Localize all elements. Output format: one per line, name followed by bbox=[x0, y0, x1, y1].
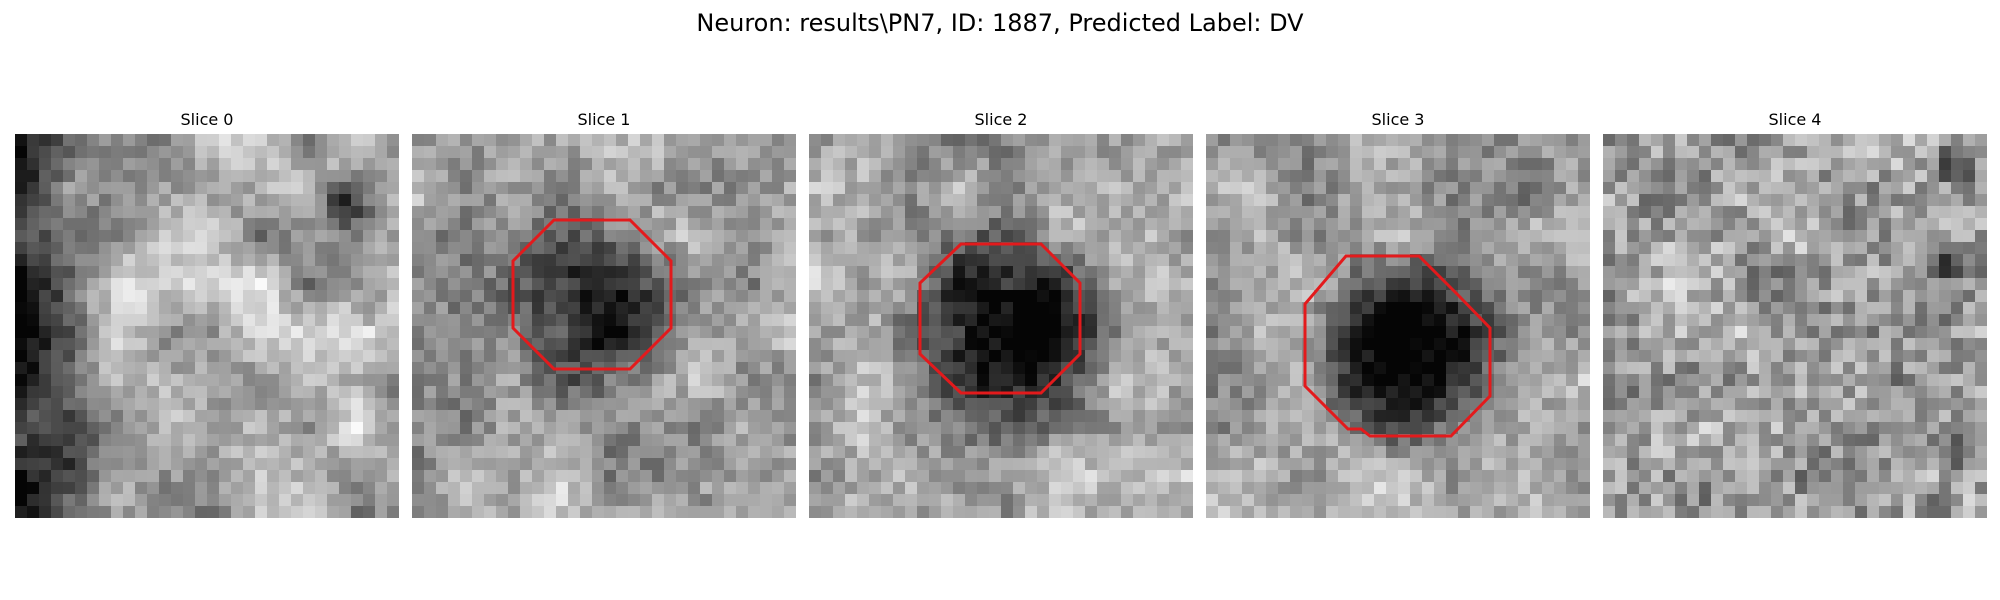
slice-title-2: Slice 2 bbox=[974, 110, 1028, 129]
slice-image-canvas-4 bbox=[1603, 134, 1987, 518]
slice-image-2 bbox=[809, 134, 1193, 518]
slice-image-1 bbox=[412, 134, 796, 518]
neuron-contour-1 bbox=[511, 218, 673, 371]
slice-image-3 bbox=[1206, 134, 1590, 518]
slice-title-4: Slice 4 bbox=[1768, 110, 1822, 129]
slice-image-0 bbox=[15, 134, 399, 518]
slice-image-canvas-1 bbox=[412, 134, 796, 518]
slice-image-canvas-2 bbox=[809, 134, 1193, 518]
slice-image-canvas-0 bbox=[15, 134, 399, 518]
slice-image-4 bbox=[1603, 134, 1987, 518]
slice-image-canvas-3 bbox=[1206, 134, 1590, 518]
neuron-contour-3 bbox=[1303, 254, 1492, 438]
neuron-contour-2 bbox=[918, 242, 1082, 395]
slice-title-3: Slice 3 bbox=[1371, 110, 1425, 129]
figure-title: Neuron: results\PN7, ID: 1887, Predicted… bbox=[696, 9, 1304, 37]
slice-title-1: Slice 1 bbox=[577, 110, 631, 129]
slice-title-0: Slice 0 bbox=[180, 110, 234, 129]
